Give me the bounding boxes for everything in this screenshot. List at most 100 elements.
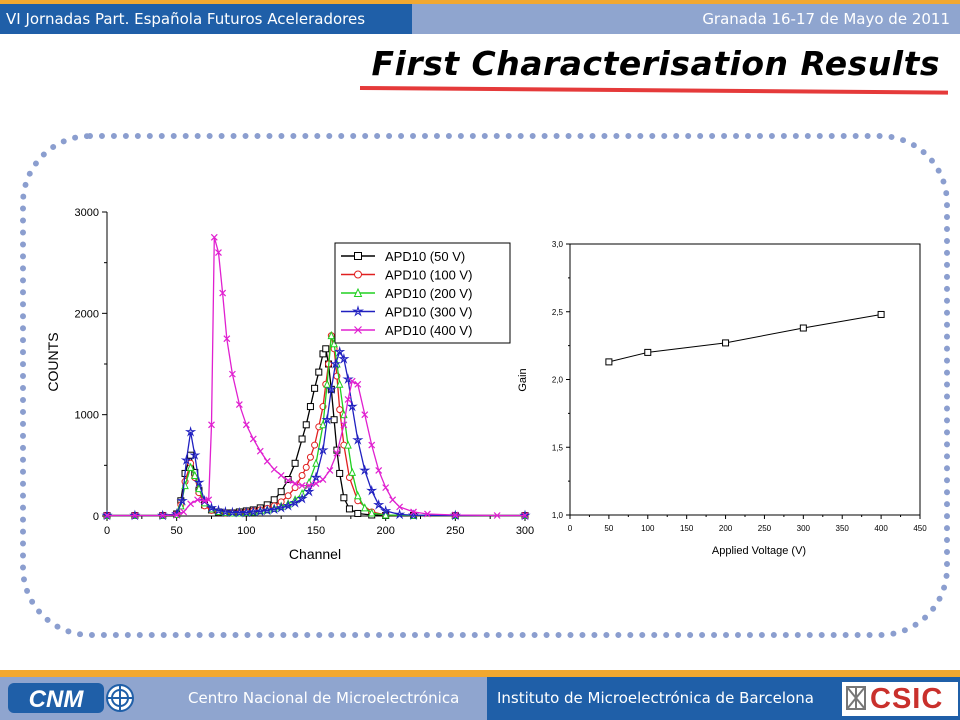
footer-accent-bar [0,670,960,677]
x-tick-label: 400 [874,524,888,533]
data-point [275,502,287,513]
data-point [519,509,531,521]
series-apd10-300-v- [101,345,531,521]
data-point [346,400,358,412]
data-point [368,441,376,449]
data-point [342,373,354,385]
data-point [799,324,807,332]
data-point [336,469,344,477]
y-tick-label: 0 [93,511,99,523]
data-point [348,377,356,385]
x-tick-label: 300 [797,524,811,533]
data-point [354,509,362,517]
header-accent-bar [0,0,960,4]
data-point [189,449,201,460]
data-point [521,512,529,519]
data-point [319,476,327,483]
data-point [103,512,111,519]
slide-title: First Characterisation Results [371,44,940,83]
data-point [451,511,459,519]
data-point [210,233,218,241]
data-point [254,505,266,517]
data-point [298,435,306,443]
data-point [323,379,331,388]
data-point [396,503,404,511]
y-axis-label: Gain [517,368,529,391]
x-tick-label: 100 [237,525,255,537]
legend-label: APD10 (300 V) [385,305,472,320]
data-point [261,504,273,516]
data-point [212,504,225,516]
data-point [291,459,299,467]
data-point [354,491,362,500]
data-point [194,496,201,504]
data-point [306,453,314,461]
data-point [311,384,319,392]
data-point [180,454,193,466]
legend-entry: APD10 (300 V) [341,305,472,320]
series-apd10-400-v- [103,233,529,519]
data-point [205,496,213,504]
data-point [321,413,333,425]
data-point [317,444,329,455]
y-tick-label: 2000 [75,308,99,320]
data-point [173,511,181,519]
x-axis-label: Applied Voltage (V) [712,545,806,557]
data-point [393,508,406,520]
data-point [303,485,315,497]
data-point [205,502,218,513]
data-point [335,379,344,388]
x-tick-label: 200 [376,525,394,537]
data-point [333,449,341,457]
y-tick-label: 3,0 [552,240,564,249]
data-point [361,411,369,419]
data-point [228,370,236,378]
data-point [131,512,139,519]
footer-cnm-name: Centro Nacional de Microelectrónica [188,689,460,707]
data-point [263,457,271,465]
x-tick-label: 250 [758,524,772,533]
data-point [208,421,215,429]
csic-logo-text: CSIC [870,683,944,715]
data-point [249,435,257,443]
data-point [159,512,167,519]
data-point [340,421,348,429]
content-frame [20,133,950,638]
gain-series [605,310,885,366]
series-apd10-100-v- [103,332,529,519]
legend-label: APD10 (400 V) [385,323,472,338]
legend-entry: APD10 (50 V) [341,249,465,264]
x-tick-label: 150 [680,524,694,533]
data-point [340,494,348,502]
data-point [319,420,327,429]
x-tick-label: 0 [568,524,573,533]
data-point [190,470,199,479]
series-apd10-50-v- [103,345,529,519]
x-tick-label: 50 [171,525,183,537]
x-tick-label: 50 [604,524,613,533]
data-point [315,368,323,376]
data-point [327,330,336,340]
plot-frame [569,243,921,516]
data-point [268,503,280,515]
data-point [348,467,357,476]
data-point [298,471,306,479]
data-point [256,447,264,455]
data-point [101,509,113,521]
data-point [282,500,294,511]
data-point [312,480,320,487]
data-point [410,508,417,516]
gain-vs-voltage-chart: 0 50 100 150 200 250 300 350 400 450 1,0 1,5 2,0 2,5 3… [517,240,927,557]
data-point [235,401,243,408]
data-point [187,500,195,508]
data-point [605,358,613,366]
cnm-logo-text: CNM [29,686,85,713]
legend-label: APD10 (50 V) [385,249,465,264]
data-point [306,403,314,411]
data-point [240,506,252,518]
data-point [291,480,299,487]
data-point [877,310,885,318]
data-point [329,358,342,369]
data-point [336,406,344,414]
data-point [289,496,301,508]
